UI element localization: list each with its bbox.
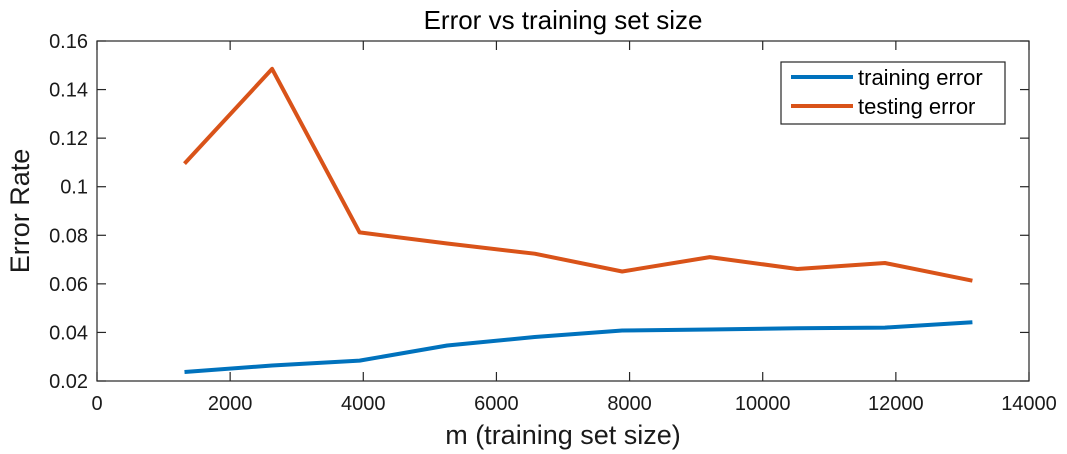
x-tick-label: 6000 [474, 393, 519, 415]
plot-box [96, 40, 1030, 382]
y-axis-ticks: 0.02 0.04 0.06 0.08 0.1 0.12 0.14 0.16 [49, 31, 1029, 393]
y-tick-label: 0.02 [49, 371, 88, 393]
series-group [183, 66, 973, 374]
series-line-testing-error [183, 66, 973, 283]
plot-frame [96, 40, 1030, 382]
y-tick-label: 0.06 [49, 274, 88, 296]
legend-box [780, 61, 1006, 125]
y-tick-label: 0.1 [60, 177, 88, 199]
x-tick-label: 0 [91, 393, 102, 415]
chart-title: Error vs training set size [424, 5, 703, 35]
y-tick-label: 0.16 [49, 31, 88, 53]
x-tick-label: 8000 [607, 393, 652, 415]
x-axis-label: m (training set size) [445, 420, 681, 450]
y-tick-label: 0.08 [49, 225, 88, 247]
x-tick-label: 2000 [208, 393, 253, 415]
series-line-training-error [184, 320, 973, 374]
y-tick-label: 0.14 [49, 80, 88, 102]
legend-label-training-error: training error [858, 65, 983, 90]
y-axis-label: Error Rate [5, 149, 35, 274]
legend: training error testing error [780, 61, 1006, 125]
y-tick-label: 0.12 [49, 128, 88, 150]
legend-label-testing-error: testing error [858, 94, 975, 119]
x-tick-label: 10000 [735, 393, 791, 415]
y-tick-label: 0.04 [49, 322, 88, 344]
x-axis-ticks: 0 2000 4000 6000 8000 10000 12000 14000 [91, 41, 1057, 415]
x-tick-label: 14000 [1001, 393, 1057, 415]
x-tick-label: 12000 [868, 393, 924, 415]
x-tick-label: 4000 [341, 393, 386, 415]
